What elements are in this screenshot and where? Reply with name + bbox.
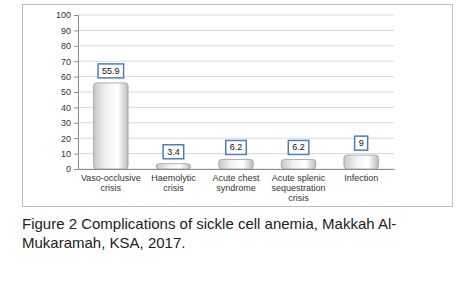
x-tick-label-line: syndrome — [216, 183, 256, 193]
x-tick-label-line: Acute chest — [212, 173, 260, 183]
data-label-box: 9 — [355, 136, 368, 150]
grid-line — [78, 30, 394, 31]
x-tick-label-line: Acute splenic — [272, 173, 326, 183]
y-tick: 70 — [61, 57, 78, 67]
data-label: 9 — [359, 138, 364, 148]
y-tick: 80 — [61, 41, 78, 51]
x-tick: Haemolyticcrisis — [151, 169, 196, 193]
grid-line — [78, 61, 394, 62]
y-tick-label: 20 — [61, 134, 71, 144]
y-tick-mark — [74, 138, 78, 139]
y-tick: 90 — [61, 26, 78, 36]
data-label-box: 6.2 — [288, 140, 309, 154]
y-tick-label: 10 — [61, 149, 71, 159]
y-tick: 30 — [61, 118, 78, 128]
y-tick-label: 0 — [66, 164, 71, 174]
x-axis-line — [79, 169, 395, 170]
y-tick-label: 60 — [61, 72, 71, 82]
y-tick-mark — [74, 15, 78, 16]
data-label: 6.2 — [292, 142, 305, 152]
data-label: 3.4 — [167, 147, 180, 157]
bar — [344, 155, 378, 169]
data-label-frame — [226, 140, 247, 154]
y-tick-mark — [74, 77, 78, 78]
y-tick: 40 — [61, 103, 78, 113]
grid-line — [78, 15, 394, 16]
y-tick: 10 — [61, 149, 78, 159]
y-tick-label: 50 — [61, 87, 71, 97]
x-tick: Infection — [344, 169, 378, 183]
y-tick-mark — [74, 30, 78, 31]
data-label-frame — [163, 145, 184, 159]
data-label-box: 3.4 — [163, 145, 184, 159]
data-label: 55.9 — [102, 66, 120, 76]
data-label-frame — [98, 64, 124, 78]
y-tick: 100 — [56, 10, 78, 20]
y-tick-mark — [74, 107, 78, 108]
x-tick-label-line: crisis — [101, 183, 122, 193]
bar — [219, 159, 253, 169]
x-tick-label-line: crisis — [163, 183, 184, 193]
x-tick-label-line: sequestration — [272, 183, 326, 193]
x-tick-label-line: Infection — [344, 173, 378, 183]
y-tick-label: 70 — [61, 57, 71, 67]
title: Figure 2 Complications of sickle cell an… — [22, 214, 452, 252]
x-tick-label: Haemolyticcrisis — [151, 173, 196, 193]
y-tick-mark — [74, 169, 78, 170]
y-tick-label: 80 — [61, 41, 71, 51]
y-tick-label: 30 — [61, 118, 71, 128]
y-axis: 0 10 20 30 40 50 60 70 80 90 100 — [56, 10, 79, 174]
y-tick-mark — [74, 92, 78, 93]
grid-line — [78, 45, 394, 46]
y-tick-mark — [74, 46, 78, 47]
plot: 0102030405060708090100Vaso-occlusivecris… — [56, 10, 395, 203]
bar — [281, 159, 315, 169]
x-tick: Acute chestsyndrome — [212, 169, 260, 193]
y-tick-label: 40 — [61, 103, 71, 113]
x-tick-label-line: Vaso-occlusive — [81, 173, 141, 183]
y-tick-mark — [74, 154, 78, 155]
x-tick: Acute splenicsequestrationcrisis — [272, 169, 326, 203]
y-tick: 50 — [61, 87, 78, 97]
grid — [78, 15, 394, 169]
x-tick-label-line: Haemolytic — [151, 173, 196, 183]
y-tick: 60 — [61, 72, 78, 82]
y-tick-mark — [74, 61, 78, 62]
x-tick: Vaso-occlusivecrisis — [81, 169, 141, 193]
x-tick-label: Acute chestsyndrome — [212, 173, 260, 193]
y-tick-label: 90 — [61, 26, 71, 36]
bar — [94, 83, 128, 169]
x-axis: Vaso-occlusivecrisisHaemolyticcrisisAcut… — [79, 169, 395, 203]
y-tick: 20 — [61, 134, 78, 144]
y-tick-mark — [74, 123, 78, 124]
bar — [156, 164, 190, 169]
chart-frame — [23, 5, 453, 207]
grid-line — [78, 76, 394, 77]
x-tick-label-line: crisis — [288, 193, 309, 203]
bars — [94, 83, 379, 169]
y-tick-label: 100 — [56, 10, 71, 20]
x-tick-label: Vaso-occlusivecrisis — [81, 173, 141, 193]
data-label-box: 55.9 — [98, 64, 124, 78]
y-axis-line — [74, 16, 79, 170]
data-label: 6.2 — [230, 142, 243, 152]
data-label-box: 6.2 — [226, 140, 247, 154]
data-labels: 55.9 3.4 6.2 6.2 9 — [98, 64, 368, 159]
data-label-frame — [355, 136, 368, 150]
data-label-frame — [288, 140, 309, 154]
x-tick-label: Infection — [344, 173, 378, 183]
x-tick-label: Acute splenicsequestrationcrisis — [272, 173, 326, 203]
y-tick: 0 — [66, 164, 78, 174]
